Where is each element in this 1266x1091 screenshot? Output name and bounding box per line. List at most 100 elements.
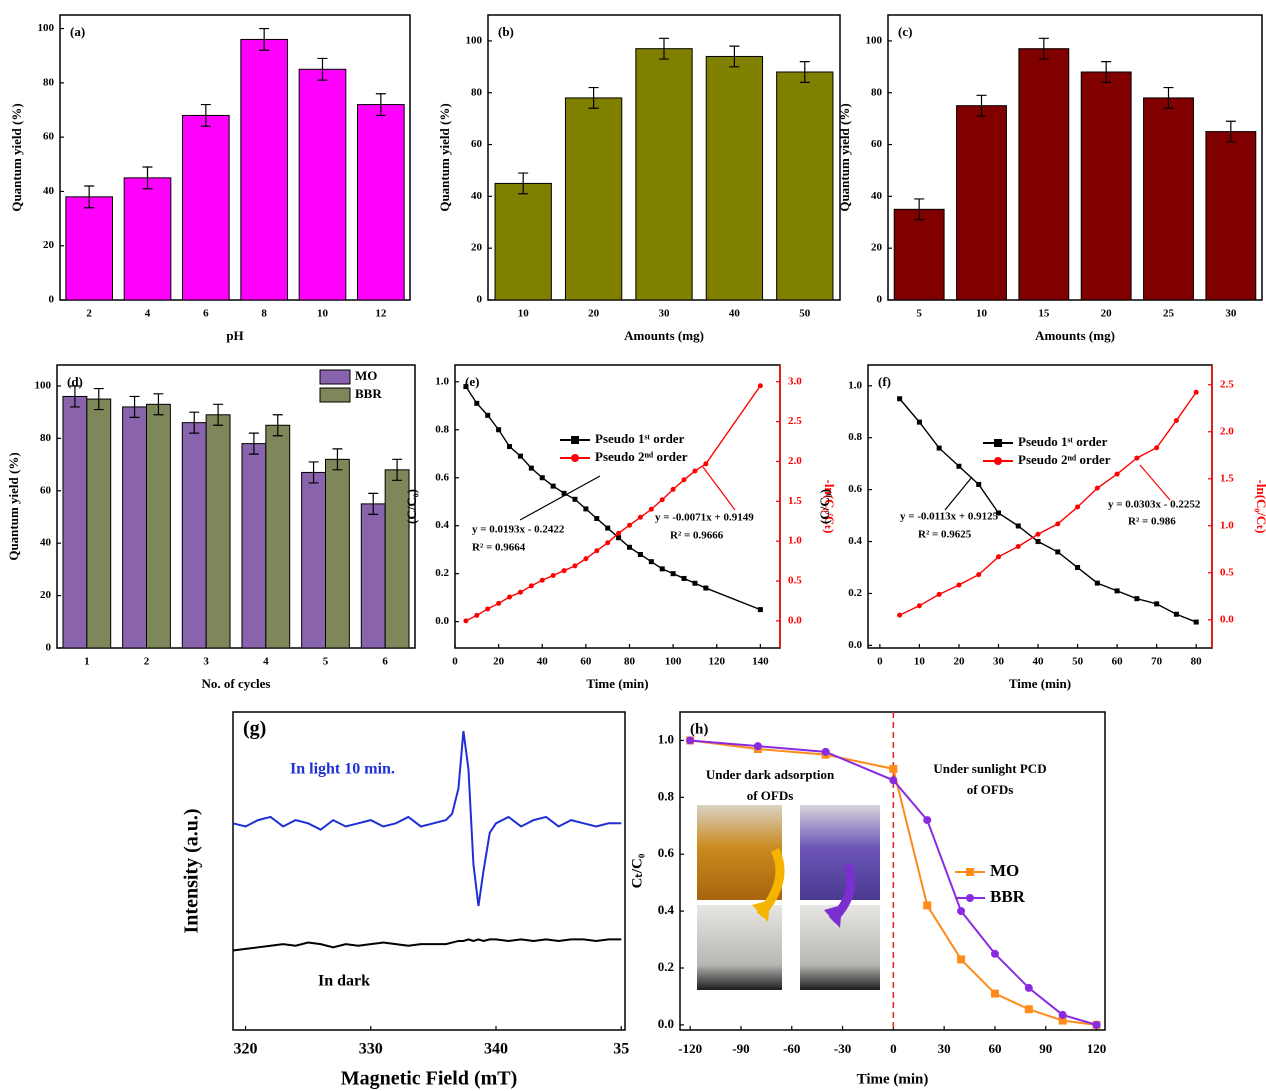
plot-frame <box>56 364 416 649</box>
marker <box>916 419 922 425</box>
arrow-head <box>752 900 770 922</box>
marker <box>1094 580 1100 586</box>
y-tick-label: 0 <box>49 294 55 306</box>
panel-label: (g) <box>243 718 266 740</box>
x-tick-label: 80 <box>624 656 636 668</box>
x-tick-label: 20 <box>953 656 965 668</box>
legend-label: Pseudo 2ⁿᵈ order <box>595 449 688 464</box>
legend-label: BBR <box>355 386 382 401</box>
bar <box>181 422 207 649</box>
annotation: y = -0.0071x + 0.9149 <box>655 512 754 524</box>
marker <box>626 544 632 550</box>
panel: (e) 0.0 0.2 0.4 0.6 0.8 1.0 0.0 0.5 1.0 1.5 2.0 2.5 3… <box>404 364 837 691</box>
arrow-head <box>824 905 842 928</box>
x-tick-label: 120 <box>708 656 725 668</box>
x-axis-label: Amounts (mg) <box>1035 328 1115 343</box>
y-tick-label: 0.8 <box>435 423 449 435</box>
error-bar <box>259 27 270 51</box>
error-bar <box>272 414 283 437</box>
marker <box>976 572 982 578</box>
x-tick-label: 0 <box>877 656 883 668</box>
y-tick-label: 20 <box>871 242 883 254</box>
legend-label: Pseudo 1ˢᵗ order <box>1018 434 1108 449</box>
bar <box>240 38 288 301</box>
marker <box>936 591 942 597</box>
marker <box>463 618 469 624</box>
series-line <box>690 739 1097 1026</box>
legend-swatch <box>319 369 351 385</box>
marker <box>923 901 932 910</box>
bar <box>301 471 326 649</box>
marker <box>990 989 999 998</box>
annotation: In dark <box>318 973 370 990</box>
y-tick-label: 0.4 <box>848 535 862 547</box>
panel-label: (a) <box>70 24 85 39</box>
x-tick-label: 30 <box>993 656 1005 668</box>
marker <box>496 600 502 606</box>
marker <box>648 506 654 512</box>
marker <box>990 949 999 958</box>
error-bar <box>308 461 319 484</box>
marker <box>594 515 600 521</box>
y-tick-label: 40 <box>471 190 483 202</box>
bar <box>956 105 1007 301</box>
x-tick-label: 120 <box>1087 1041 1107 1056</box>
marker <box>897 612 903 618</box>
x-tick-label: 50 <box>799 308 811 320</box>
x-tick-label: 4 <box>145 308 151 320</box>
marker <box>1173 417 1179 423</box>
x-tick-label: 340 <box>484 1041 508 1058</box>
annotation: R² = 0.9625 <box>918 529 972 541</box>
panel: (h) 0.0 0.2 0.4 0.6 0.8 1.0 Time (min) Cₜ/C₀ -120… <box>629 711 1107 1087</box>
plot-frame <box>679 711 1106 1031</box>
marker <box>1094 485 1100 491</box>
panel-label: (b) <box>498 24 514 39</box>
y2-tick-label: 2.5 <box>1220 378 1234 390</box>
bar <box>325 458 350 649</box>
marker <box>1173 611 1179 617</box>
marker <box>1075 504 1081 510</box>
x-tick-label: 20 <box>588 308 600 320</box>
error-bar <box>213 403 224 426</box>
legend-marker <box>966 894 974 902</box>
error-bar <box>1101 61 1112 83</box>
bar <box>123 177 172 301</box>
error-bar <box>729 45 740 68</box>
x-tick-label: -90 <box>732 1041 749 1056</box>
y-tick-label: 100 <box>35 379 52 391</box>
marker <box>1015 523 1021 529</box>
marker <box>561 568 567 574</box>
x-tick-label: 10 <box>518 308 530 320</box>
y-tick-label: 0.0 <box>848 639 862 651</box>
error-bar <box>153 393 164 416</box>
annotation: of OFDs <box>747 788 794 803</box>
series-line <box>232 938 622 952</box>
marker <box>692 580 698 586</box>
marker <box>916 603 922 609</box>
legend-marker <box>571 454 579 462</box>
plot-frame <box>232 711 626 1031</box>
marker <box>583 556 589 562</box>
y-tick-label: 0.4 <box>658 902 675 917</box>
x-tick-label: 25 <box>1163 308 1175 320</box>
bar <box>86 398 112 649</box>
y-axis-label: Quantum yield (%) <box>437 103 452 211</box>
annotation: Under dark adsorption <box>706 767 835 782</box>
y2-tick-label: 0.0 <box>1220 613 1234 625</box>
x-tick-label: 6 <box>382 656 388 668</box>
bar <box>635 48 693 301</box>
error-bar <box>317 57 328 81</box>
marker <box>1092 1020 1101 1029</box>
legend-label: MO <box>990 861 1019 880</box>
marker <box>474 400 480 406</box>
series-line <box>465 385 761 622</box>
photo <box>697 905 782 990</box>
x-axis-label: No. of cycles <box>202 676 271 691</box>
error-bar <box>332 448 343 471</box>
marker <box>517 589 523 595</box>
x-tick-label: 6 <box>203 308 209 320</box>
legend-label: Pseudo 1ˢᵗ order <box>595 431 685 446</box>
series-line <box>232 730 622 907</box>
annotation-arrow <box>1139 464 1171 501</box>
x-tick-label: -60 <box>783 1041 800 1056</box>
